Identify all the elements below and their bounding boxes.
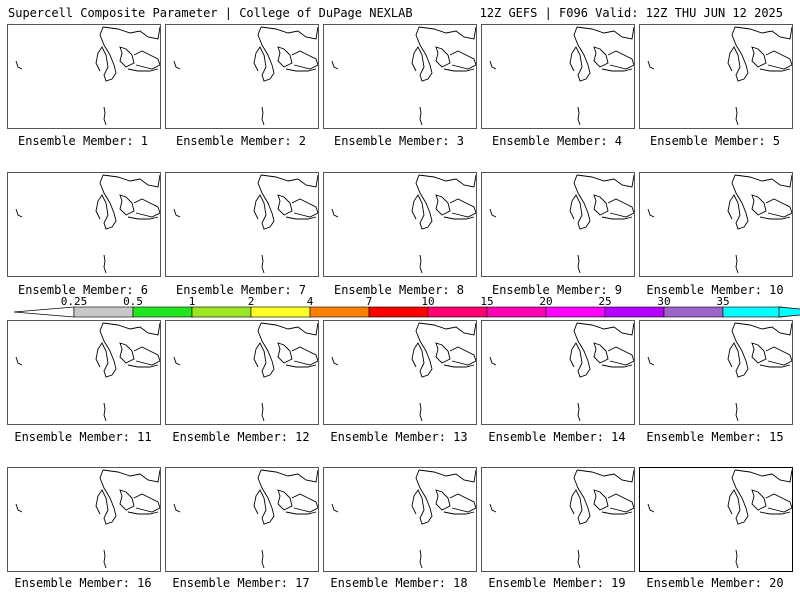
ensemble-member-panel[interactable] bbox=[639, 172, 793, 277]
chart-title: Supercell Composite Parameter | College … bbox=[8, 6, 413, 20]
ensemble-member-panel[interactable] bbox=[7, 320, 161, 425]
member-label: Ensemble Member: 8 bbox=[333, 283, 465, 297]
member-label: Ensemble Member: 9 bbox=[491, 283, 623, 297]
colorbar-swatch bbox=[486, 306, 547, 318]
member-map bbox=[15, 174, 160, 274]
member-map bbox=[15, 469, 160, 569]
member-label: Ensemble Member: 11 bbox=[14, 430, 152, 444]
colorbar-tick-label: 0.25 bbox=[60, 295, 88, 308]
member-label: Ensemble Member: 10 bbox=[646, 283, 784, 297]
member-map bbox=[647, 322, 792, 422]
colorbar-tick-label: 15 bbox=[480, 295, 494, 308]
member-label: Ensemble Member: 1 bbox=[17, 134, 149, 148]
member-map bbox=[173, 174, 318, 274]
colorbar-swatch bbox=[250, 306, 311, 318]
colorbar-swatch bbox=[722, 306, 783, 318]
colorbar-swatch bbox=[545, 306, 606, 318]
colorbar-tick-label: 4 bbox=[306, 295, 314, 308]
member-map bbox=[647, 26, 792, 126]
member-map bbox=[173, 469, 318, 569]
member-label: Ensemble Member: 20 bbox=[646, 576, 784, 590]
member-label: Ensemble Member: 4 bbox=[491, 134, 623, 148]
member-map bbox=[173, 322, 318, 422]
member-map bbox=[15, 26, 160, 126]
member-label: Ensemble Member: 5 bbox=[649, 134, 781, 148]
member-map bbox=[331, 322, 476, 422]
ensemble-member-panel[interactable] bbox=[323, 172, 477, 277]
member-label: Ensemble Member: 19 bbox=[488, 576, 626, 590]
colorbar-tick-label: 20 bbox=[539, 295, 553, 308]
colorbar-swatch bbox=[309, 306, 370, 318]
ensemble-member-panel[interactable] bbox=[323, 24, 477, 129]
member-map bbox=[489, 26, 634, 126]
ensemble-member-panel[interactable] bbox=[7, 467, 161, 572]
colorbar-tick-label: 2 bbox=[247, 295, 255, 308]
ensemble-member-panel[interactable] bbox=[165, 24, 319, 129]
colorbar-tick-label: 7 bbox=[365, 295, 373, 308]
ensemble-member-panel[interactable] bbox=[481, 172, 635, 277]
colorbar-swatch bbox=[427, 306, 488, 318]
member-map bbox=[331, 174, 476, 274]
member-label: Ensemble Member: 6 bbox=[17, 283, 149, 297]
ensemble-member-panel[interactable] bbox=[165, 467, 319, 572]
ensemble-member-panel[interactable] bbox=[323, 467, 477, 572]
member-map bbox=[489, 469, 634, 569]
member-map bbox=[647, 174, 792, 274]
ensemble-member-panel[interactable] bbox=[639, 467, 793, 572]
ensemble-member-panel[interactable] bbox=[165, 320, 319, 425]
member-map bbox=[647, 469, 792, 569]
colorbar-swatch bbox=[132, 306, 193, 318]
colorbar-swatch bbox=[663, 306, 724, 318]
member-map bbox=[173, 26, 318, 126]
ensemble-member-panel[interactable] bbox=[481, 467, 635, 572]
member-label: Ensemble Member: 2 bbox=[175, 134, 307, 148]
member-map bbox=[489, 322, 634, 422]
colorbar-tick-label: 10 bbox=[421, 295, 435, 308]
colorbar-swatch bbox=[73, 306, 134, 318]
valid-time: 12Z GEFS | F096 Valid: 12Z THU JUN 12 20… bbox=[479, 6, 783, 20]
colorbar-tick-label: 25 bbox=[598, 295, 612, 308]
colorbar-tick-label: 0.5 bbox=[123, 295, 143, 308]
member-label: Ensemble Member: 7 bbox=[175, 283, 307, 297]
member-label: Ensemble Member: 15 bbox=[646, 430, 784, 444]
member-map bbox=[489, 174, 634, 274]
member-map bbox=[15, 322, 160, 422]
ensemble-member-panel[interactable] bbox=[639, 24, 793, 129]
colorbar-tick-label: 1 bbox=[188, 295, 196, 308]
colorbar-swatch bbox=[604, 306, 665, 318]
colorbar-tick-label: 35 bbox=[716, 295, 730, 308]
colorbar-swatch bbox=[191, 306, 252, 318]
member-label: Ensemble Member: 3 bbox=[333, 134, 465, 148]
member-map bbox=[331, 469, 476, 569]
member-map bbox=[331, 26, 476, 126]
colorbar-tick-label: 30 bbox=[657, 295, 671, 308]
member-label: Ensemble Member: 17 bbox=[172, 576, 310, 590]
member-label: Ensemble Member: 18 bbox=[330, 576, 468, 590]
ensemble-member-panel[interactable] bbox=[481, 320, 635, 425]
ensemble-member-panel[interactable] bbox=[481, 24, 635, 129]
ensemble-member-panel[interactable] bbox=[7, 172, 161, 277]
member-label: Ensemble Member: 16 bbox=[14, 576, 152, 590]
ensemble-member-panel[interactable] bbox=[323, 320, 477, 425]
colorbar-swatch bbox=[368, 306, 429, 318]
member-label: Ensemble Member: 13 bbox=[330, 430, 468, 444]
ensemble-member-panel[interactable] bbox=[7, 24, 161, 129]
ensemble-member-panel[interactable] bbox=[639, 320, 793, 425]
member-label: Ensemble Member: 14 bbox=[488, 430, 626, 444]
ensemble-member-panel[interactable] bbox=[165, 172, 319, 277]
member-label: Ensemble Member: 12 bbox=[172, 430, 310, 444]
